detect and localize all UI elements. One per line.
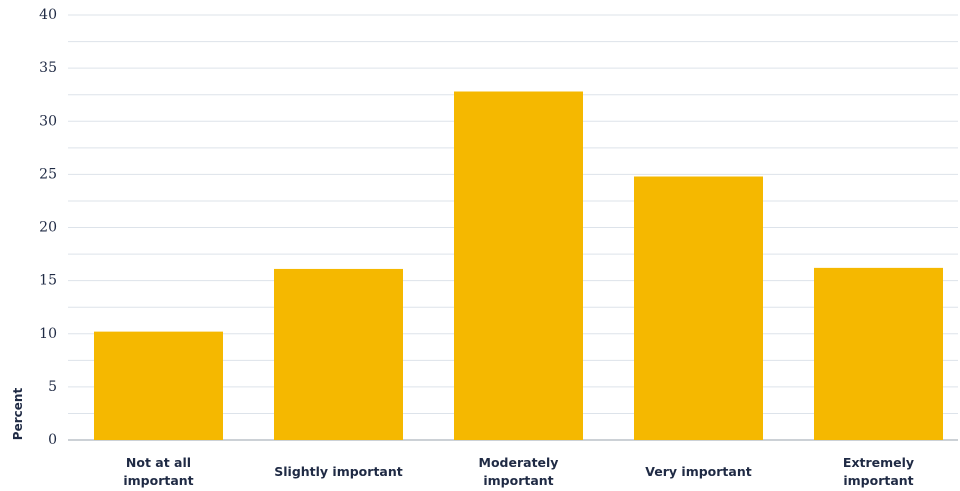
y-tick-label: 0 <box>48 432 57 448</box>
x-tick-label: Not at all <box>126 455 191 470</box>
y-tick-label: 15 <box>39 273 57 289</box>
x-tick-label: Slightly important <box>274 464 402 479</box>
x-tick-label: Moderately <box>479 455 559 470</box>
y-tick-label: 20 <box>39 220 57 236</box>
x-tick-label: Extremely <box>843 455 914 470</box>
y-tick-label: 30 <box>39 113 57 129</box>
bar <box>454 91 583 440</box>
x-tick-label: important <box>483 473 553 488</box>
y-tick-label: 40 <box>39 7 57 23</box>
x-tick-label: Very important <box>645 464 751 479</box>
y-tick-label: 25 <box>39 166 57 182</box>
bar <box>634 176 763 440</box>
y-tick-label: 5 <box>48 379 57 395</box>
x-tick-label: important <box>843 473 913 488</box>
y-tick-label: 10 <box>39 326 57 342</box>
bar <box>274 268 403 440</box>
bar <box>94 331 223 440</box>
y-tick-label: 35 <box>39 60 57 76</box>
bar <box>814 267 943 440</box>
y-axis-label: Percent <box>11 388 25 441</box>
x-tick-label: important <box>123 473 193 488</box>
